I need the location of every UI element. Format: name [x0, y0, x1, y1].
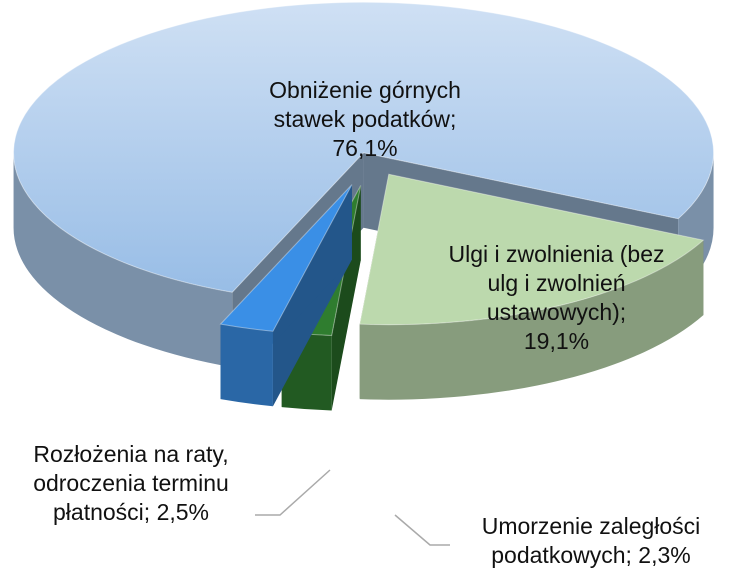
slice-label: Obniżenie górnych stawek podatków; 76,1%: [250, 76, 480, 163]
slice: [219, 184, 353, 332]
value-label: 19,1%: [523, 328, 590, 354]
category-label: Umorzenie zaległości podatkowych;: [481, 513, 701, 568]
value-label: 2,5%: [156, 499, 209, 525]
category-label: Obniżenie górnych stawek podatków;: [269, 77, 461, 132]
value-label: 76,1%: [332, 135, 398, 161]
leader-line: [394, 514, 450, 546]
slice: [359, 173, 705, 326]
slice-side: [359, 240, 704, 400]
leader-line: [255, 469, 331, 516]
category-label: Rozłożenia na raty, odroczenia terminu p…: [33, 441, 229, 525]
slice-label: Rozłożenia na raty, odroczenia terminu p…: [5, 440, 257, 527]
category-label: Ulgi i zwolnienia (bez ulg i zwolnień us…: [448, 241, 665, 325]
slice: [13, 1, 715, 293]
slice-side: [220, 324, 273, 407]
slice-label: Ulgi i zwolnienia (bez ulg i zwolnień us…: [444, 240, 669, 356]
slice-label: Umorzenie zaległości podatkowych; 2,3%: [446, 512, 736, 570]
value-label: 2,3%: [638, 542, 691, 568]
slice-side: [13, 152, 233, 368]
slices: [13, 1, 715, 411]
